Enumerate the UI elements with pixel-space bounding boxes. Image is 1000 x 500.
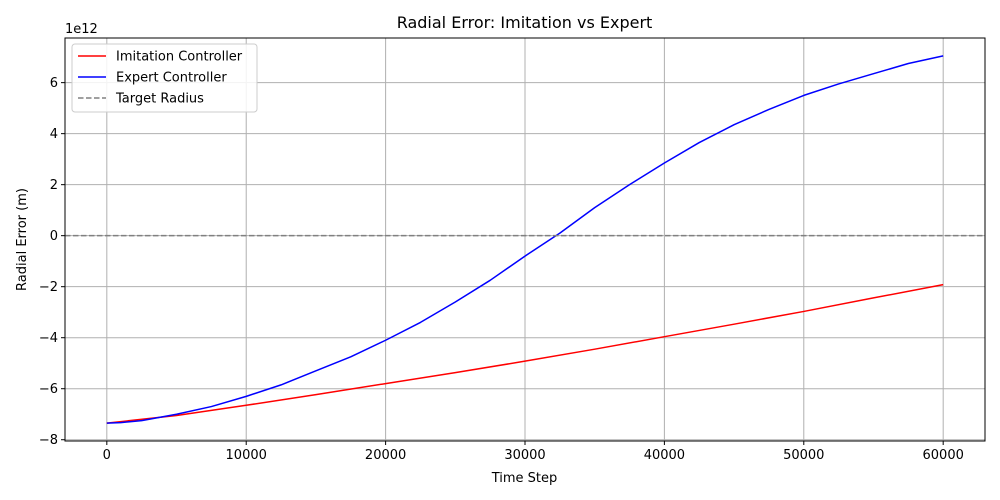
y-tick-label: −8 — [39, 433, 58, 448]
legend-label: Imitation Controller — [116, 50, 243, 65]
x-tick-label: 60000 — [923, 448, 964, 463]
y-tick-label: −2 — [39, 280, 58, 295]
legend-label: Expert Controller — [116, 71, 227, 86]
series-line-expert-controller — [106, 55, 944, 424]
y-tick-label: 2 — [50, 178, 58, 193]
y-tick-label: 4 — [50, 127, 58, 142]
y-tick-label: 6 — [50, 76, 58, 91]
x-tick-label: 20000 — [365, 448, 406, 463]
chart-title: Radial Error: Imitation vs Expert — [397, 13, 653, 32]
y-axis-offset-text: 1e12 — [65, 22, 98, 37]
legend-box — [71, 43, 258, 113]
y-tick-label: −4 — [39, 331, 58, 346]
x-axis-label: Time Step — [491, 471, 558, 486]
legend: Imitation Controller Expert Controller Tar… — [71, 43, 258, 113]
x-tick-label: 40000 — [644, 448, 685, 463]
y-tick-label: −6 — [39, 382, 58, 397]
x-axis-ticks: 0 10000 20000 30000 40000 50000 60000 — [103, 441, 964, 463]
series-line-imitation-controller — [106, 283, 944, 424]
x-tick-label: 0 — [103, 448, 111, 463]
x-tick-label: 50000 — [783, 448, 824, 463]
x-tick-label: 30000 — [504, 448, 545, 463]
y-tick-label: 0 — [50, 229, 58, 244]
y-axis-ticks: −8 −6 −4 −2 0 2 4 6 — [39, 76, 65, 448]
x-tick-label: 10000 — [226, 448, 267, 463]
y-axis-label: Radial Error (m) — [15, 188, 30, 291]
legend-label: Target Radius — [115, 92, 204, 107]
series-lines — [65, 55, 985, 424]
